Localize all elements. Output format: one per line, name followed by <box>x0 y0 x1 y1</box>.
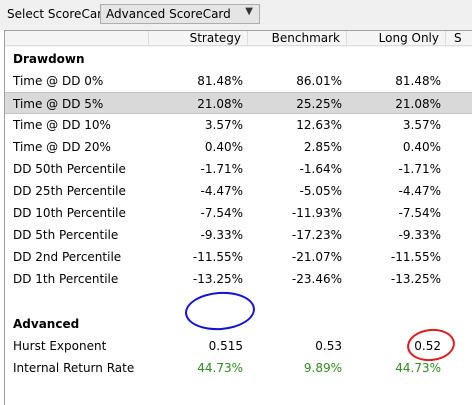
grid-header: Strategy Benchmark Long Only S <box>5 31 472 47</box>
table-row[interactable]: Internal Return Rate 44.73% 9.89% 44.73% <box>5 357 472 379</box>
table-row[interactable]: DD 50th Percentile -1.71% -1.64% -1.71% <box>5 158 472 180</box>
long-only-value: -13.25% <box>390 272 441 286</box>
strategy-value: -7.54% <box>200 206 243 220</box>
benchmark-value: -17.23% <box>291 228 342 242</box>
long-only-value: 0.40% <box>402 140 441 154</box>
long-only-value: -9.33% <box>398 228 441 242</box>
strategy-value: -11.55% <box>192 250 243 264</box>
long-only-value: 81.48% <box>395 74 441 88</box>
long-only-value: 21.08% <box>395 97 441 111</box>
section-row-drawdown: Drawdown <box>5 48 472 70</box>
table-row[interactable]: DD 10th Percentile -7.54% -11.93% -7.54% <box>5 202 472 224</box>
benchmark-value: -11.93% <box>291 206 342 220</box>
long-only-value: -1.71% <box>398 162 441 176</box>
benchmark-value: 25.25% <box>296 97 342 111</box>
section-title: Advanced <box>13 317 80 331</box>
table-row[interactable]: DD 5th Percentile -9.33% -17.23% -9.33% <box>5 224 472 246</box>
column-header-benchmark[interactable]: Benchmark <box>248 31 347 46</box>
table-row[interactable]: DD 2nd Percentile -11.55% -21.07% -11.55… <box>5 246 472 268</box>
strategy-value: 44.73% <box>197 361 243 375</box>
row-label: Time @ DD 0% <box>13 74 104 88</box>
strategy-value: -9.33% <box>200 228 243 242</box>
toolbar: Select ScoreCard: Advanced ScoreCard ▼ <box>0 0 472 30</box>
row-label: DD 25th Percentile <box>13 184 126 198</box>
benchmark-value: -21.07% <box>291 250 342 264</box>
strategy-value: 0.515 <box>208 339 243 353</box>
benchmark-value: 86.01% <box>296 74 342 88</box>
row-label: Time @ DD 5% <box>13 97 104 111</box>
scorecard-grid: Strategy Benchmark Long Only S Drawdown … <box>4 30 472 405</box>
row-label: Internal Return Rate <box>13 361 135 375</box>
table-row[interactable]: DD 25th Percentile -4.47% -5.05% -4.47% <box>5 180 472 202</box>
strategy-value: 81.48% <box>197 74 243 88</box>
row-label: DD 10th Percentile <box>13 206 126 220</box>
row-label: Time @ DD 20% <box>13 140 111 154</box>
section-row-advanced: Advanced <box>5 313 472 335</box>
scorecard-label: Select ScoreCard: <box>7 7 114 21</box>
long-only-value: -11.55% <box>390 250 441 264</box>
benchmark-value: 0.53 <box>315 339 342 353</box>
column-header-strategy[interactable]: Strategy <box>149 31 248 46</box>
row-label: DD 50th Percentile <box>13 162 126 176</box>
section-title: Drawdown <box>13 52 85 66</box>
row-label: Time @ DD 10% <box>13 118 111 132</box>
benchmark-value: 9.89% <box>303 361 342 375</box>
benchmark-value: -5.05% <box>299 184 342 198</box>
row-label: DD 2nd Percentile <box>13 250 122 264</box>
row-label: Hurst Exponent <box>13 339 107 353</box>
column-header-partial[interactable]: S <box>446 31 472 46</box>
benchmark-value: 2.85% <box>303 140 342 154</box>
long-only-value: 3.57% <box>402 118 441 132</box>
chevron-down-icon[interactable]: ▼ <box>245 6 253 17</box>
strategy-value: 0.40% <box>204 140 243 154</box>
strategy-value: -13.25% <box>192 272 243 286</box>
table-row[interactable]: Time @ DD 0% 81.48% 86.01% 81.48% <box>5 70 472 92</box>
long-only-value: 44.73% <box>395 361 441 375</box>
strategy-value: 3.57% <box>204 118 243 132</box>
long-only-value: 0.52 <box>414 339 441 353</box>
long-only-value: -7.54% <box>398 206 441 220</box>
strategy-value: 21.08% <box>197 97 243 111</box>
column-header-long-only[interactable]: Long Only <box>347 31 446 46</box>
table-row-selected[interactable]: Time @ DD 5% 21.08% 25.25% 21.08% <box>5 92 472 114</box>
strategy-value: -1.71% <box>200 162 243 176</box>
benchmark-value: 12.63% <box>296 118 342 132</box>
table-row[interactable]: Hurst Exponent 0.515 0.53 0.52 <box>5 335 472 357</box>
row-label: DD 5th Percentile <box>13 228 119 242</box>
row-label: DD 1th Percentile <box>13 272 119 286</box>
scorecard-select[interactable]: Advanced ScoreCard ▼ <box>100 4 260 24</box>
benchmark-value: -23.46% <box>291 272 342 286</box>
table-row[interactable]: Time @ DD 20% 0.40% 2.85% 0.40% <box>5 136 472 158</box>
scorecard-select-value: Advanced ScoreCard <box>106 7 231 21</box>
benchmark-value: -1.64% <box>299 162 342 176</box>
table-row[interactable]: DD 1th Percentile -13.25% -23.46% -13.25… <box>5 268 472 290</box>
column-header-label[interactable] <box>5 31 149 46</box>
strategy-value: -4.47% <box>200 184 243 198</box>
table-row[interactable]: Time @ DD 10% 3.57% 12.63% 3.57% <box>5 114 472 136</box>
long-only-value: -4.47% <box>398 184 441 198</box>
